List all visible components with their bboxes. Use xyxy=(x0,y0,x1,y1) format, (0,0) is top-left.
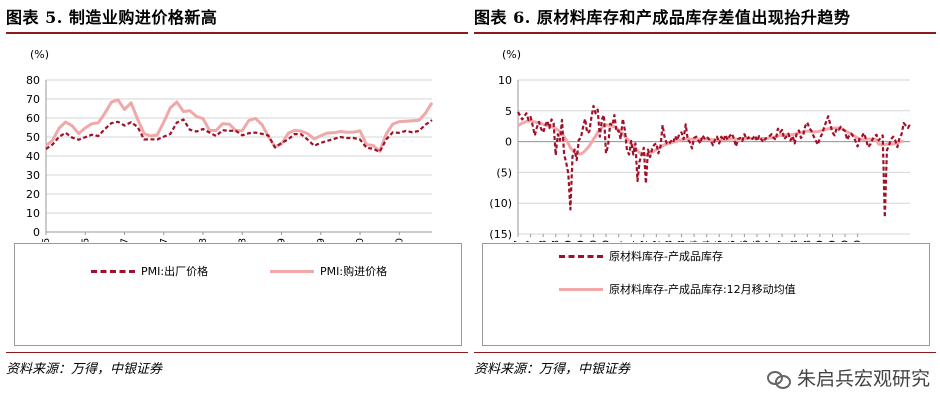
y-tick-label: 60 xyxy=(26,112,40,125)
x-tick-label: 01/20 xyxy=(840,240,851,242)
source-note: 资料来源：万得，中银证券 xyxy=(6,362,163,377)
series-line-secondary xyxy=(45,98,434,153)
x-tick-label: 01/16 xyxy=(41,238,52,242)
x-tick-label: 01/11 xyxy=(614,240,625,242)
x-tick-label: 01/07 xyxy=(513,240,524,242)
footer-divider xyxy=(6,352,468,353)
y-tick-label: (15) xyxy=(489,228,512,241)
x-tick-label: 07/15 xyxy=(727,240,738,242)
x-tick-label: 01/17 xyxy=(765,240,776,242)
footer-divider xyxy=(474,352,936,353)
legend-label: PMI:出厂价格 xyxy=(141,265,209,278)
y-tick-label: 70 xyxy=(26,93,40,106)
inventory-spread-chart: (%)1050(5)(10)(15)01/0707/0701/0807/0801… xyxy=(489,48,911,242)
x-tick-label: 01/20 xyxy=(355,238,366,242)
legend-item-input-price: PMI:购进价格 xyxy=(270,263,387,279)
x-tick-label: 07/18 xyxy=(237,238,248,242)
y-tick-label: 10 xyxy=(26,207,40,220)
x-tick-label: 07/11 xyxy=(626,240,637,242)
x-tick-label: 07/16 xyxy=(752,240,763,242)
x-tick-label: 07/17 xyxy=(159,238,170,242)
watermark: 朱启兵宏观研究 xyxy=(766,364,930,391)
x-tick-label: 07/07 xyxy=(526,240,537,242)
pmi-price-chart: (%) 0 10 20 30 40 50 60 70 80 01/16 07/16 01/17 07/17… xyxy=(26,48,434,242)
chart-title: 图表 6. 原材料库存和产成品库存差值出现抬升趋势 xyxy=(474,8,851,27)
dashed-line-swatch xyxy=(91,269,135,273)
x-tick-label: 01/14 xyxy=(689,240,700,242)
y-tick-label: 40 xyxy=(26,150,40,163)
solid-line-swatch xyxy=(270,269,314,273)
x-tick-label: 01/08 xyxy=(538,240,549,242)
y-axis-label: (%) xyxy=(502,48,521,61)
x-tick-label: 01/16 xyxy=(739,240,750,242)
solid-line-swatch xyxy=(559,287,603,291)
x-tick-label: 07/09 xyxy=(576,240,587,242)
y-axis-label: (%) xyxy=(30,48,49,61)
chart-title: 图表 5. 制造业购进价格新高 xyxy=(6,8,218,27)
x-tick-label: 07/12 xyxy=(651,240,662,242)
chart-panel-right: 图表 6. 原材料库存和产成品库存差值出现抬升趋势 (%) 10 5 0 (5) (10)… xyxy=(474,0,936,412)
x-tick-label: 07/16 xyxy=(80,238,91,242)
x-tick-label: 01/09 xyxy=(563,240,574,242)
dashed-line-swatch xyxy=(559,254,603,258)
y-tick-label: 10 xyxy=(498,74,512,87)
series-line-primary xyxy=(517,104,911,219)
chart-legend: 原材料库存-产成品库存 原材料库存-产成品库存:12月移动均值 xyxy=(482,243,930,346)
legend-label: 原材料库存-产成品库存 xyxy=(609,250,723,263)
x-tick-label: 01/12 xyxy=(639,240,650,242)
chart-legend: PMI:出厂价格 PMI:购进价格 xyxy=(14,243,462,346)
x-tick-label: 01/18 xyxy=(790,240,801,242)
chart-panel-left: 图表 5. 制造业购进价格新高 (%) 0 10 20 30 40 50 60 70 80 01/1… xyxy=(6,0,468,412)
x-tick-label: 07/19 xyxy=(827,240,838,242)
x-tick-label: 01/17 xyxy=(120,238,131,242)
series-line-primary xyxy=(45,118,433,153)
legend-item-inventory-spread: 原材料库存-产成品库存 xyxy=(559,248,723,264)
legend-item-output-price: PMI:出厂价格 xyxy=(91,263,208,279)
x-tick-label: 07/13 xyxy=(677,240,688,242)
legend-label: PMI:购进价格 xyxy=(320,265,388,278)
y-tick-label: 0 xyxy=(33,226,40,239)
x-tick-label: 07/17 xyxy=(777,240,788,242)
y-tick-label: 80 xyxy=(26,74,40,87)
x-tick-label: 07/18 xyxy=(802,240,813,242)
x-tick-label: 01/10 xyxy=(588,240,599,242)
x-tick-label: 07/14 xyxy=(702,240,713,242)
y-tick-label: 5 xyxy=(505,105,512,118)
y-tick-label: 20 xyxy=(26,188,40,201)
y-tick-label: 50 xyxy=(26,131,40,144)
x-tick-label: 01/13 xyxy=(664,240,675,242)
x-tick-label: 01/15 xyxy=(714,240,725,242)
x-tick-label: 07/08 xyxy=(551,240,562,242)
y-tick-label: (5) xyxy=(496,166,512,179)
x-tick-label: 07/20 xyxy=(394,238,405,242)
title-divider xyxy=(6,32,468,34)
x-tick-label: 07/19 xyxy=(316,238,327,242)
y-tick-label: 30 xyxy=(26,169,40,182)
wechat-icon xyxy=(766,369,791,389)
watermark-text: 朱启兵宏观研究 xyxy=(796,368,930,390)
y-tick-label: 0 xyxy=(505,136,512,149)
y-tick-label: (10) xyxy=(489,197,512,210)
x-tick-label: 01/19 xyxy=(277,238,288,242)
x-tick-label: 07/10 xyxy=(601,240,612,242)
legend-label: 原材料库存-产成品库存:12月移动均值 xyxy=(609,283,796,296)
x-tick-label: 07/20 xyxy=(853,240,864,242)
source-note: 资料来源：万得，中银证券 xyxy=(474,362,631,377)
x-tick-label: 01/18 xyxy=(198,238,209,242)
x-tick-label: 01/19 xyxy=(815,240,826,242)
title-divider xyxy=(474,32,936,34)
legend-item-moving-average: 原材料库存-产成品库存:12月移动均值 xyxy=(559,281,796,297)
